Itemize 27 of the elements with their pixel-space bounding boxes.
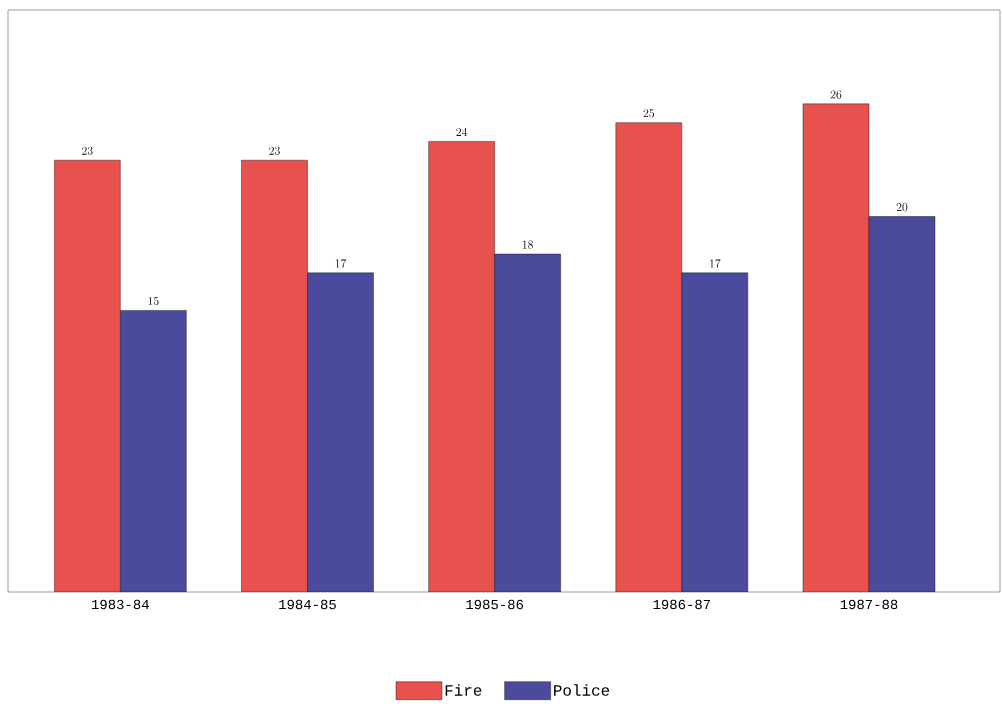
bar (428, 141, 495, 592)
bar (494, 253, 561, 592)
data-label: 18 (522, 240, 533, 249)
data-label: 23 (82, 146, 93, 155)
bar (120, 310, 187, 592)
x-tick-label: 1985-86 (466, 599, 524, 610)
data-label: 26 (830, 90, 842, 99)
data-label: 15 (148, 296, 159, 306)
bar (241, 160, 308, 592)
bar (868, 216, 936, 592)
bar (802, 103, 870, 592)
x-tick-label: 1986-87 (653, 599, 711, 610)
data-label: 17 (710, 259, 721, 268)
bar (307, 272, 374, 592)
data-label: 24 (456, 127, 468, 136)
data-label: 20 (896, 203, 908, 212)
x-tick-label: 1984-85 (279, 599, 336, 610)
data-label: 23 (269, 146, 280, 155)
data-label: 25 (643, 109, 655, 118)
x-tick-label: 1987-88 (840, 599, 898, 610)
legend-label: Police (554, 684, 610, 696)
bar (54, 159, 121, 592)
bar (615, 122, 683, 592)
x-tick-label: 1983-84 (92, 599, 149, 610)
bar (681, 272, 749, 592)
data-label: 17 (335, 259, 347, 268)
legend-label: Fire (445, 684, 482, 696)
